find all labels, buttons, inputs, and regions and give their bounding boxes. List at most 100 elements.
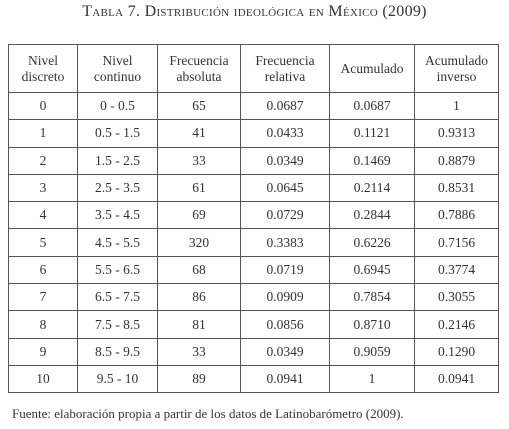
table-cell: 0.8710 [329, 310, 415, 339]
table-cell: 33 [157, 146, 241, 175]
table-cell: 6 [8, 255, 78, 285]
table-title: Tabla 7. Distribución ideológica en Méxi… [82, 3, 427, 20]
table-row: 2 1.5 - 2.5 33 0.0349 0.1469 0.8879 [8, 146, 499, 175]
table-cell: 0.6226 [329, 228, 415, 257]
table-row: 6 5.5 - 6.5 68 0.0719 0.6945 0.3774 [8, 255, 499, 285]
table-row: 3 2.5 - 3.5 61 0.0645 0.2114 0.8531 [8, 173, 499, 203]
table-cell: 0.2844 [329, 201, 415, 230]
table-cell: 1 [329, 364, 415, 394]
table-cell: 0.1469 [329, 146, 415, 175]
table-cell: 0.6945 [329, 255, 415, 285]
table-cell: 68 [157, 255, 241, 285]
table-cell: 0.0856 [240, 310, 330, 339]
header-line: relativa [264, 68, 306, 84]
table-cell: 0.2146 [414, 310, 499, 339]
column-header: Nivel discreto [8, 44, 78, 93]
table-cell: 0.3055 [414, 283, 499, 312]
table-cell: 3.5 - 4.5 [77, 201, 158, 230]
table-row: 10 9.5 - 10 89 0.0941 1 0.0941 [8, 364, 499, 394]
table-cell: 0 [8, 91, 78, 121]
header-line: Nivel [102, 52, 133, 68]
table-cell: 1.5 - 2.5 [77, 146, 158, 175]
table-cell: 0.0433 [240, 119, 330, 148]
table-cell: 0.3774 [414, 255, 499, 285]
column-header: Frecuencia absoluta [157, 44, 241, 93]
table-cell: 33 [157, 337, 241, 366]
table-row: 1 0.5 - 1.5 41 0.0433 0.1121 0.9313 [8, 119, 499, 148]
table-cell: 5.5 - 6.5 [77, 255, 158, 285]
table-cell: 0.0941 [240, 364, 330, 394]
table-cell: 6.5 - 7.5 [77, 283, 158, 312]
table-cell: 0.5 - 1.5 [77, 119, 158, 148]
table-cell: 8.5 - 9.5 [77, 337, 158, 366]
table-cell: 10 [8, 364, 78, 394]
header-line: Acumulado [340, 60, 404, 76]
table-cell: 5 [8, 228, 78, 257]
table-cell: 0.9313 [414, 119, 499, 148]
header-line: absoluta [176, 68, 222, 84]
table-cell: 3 [8, 173, 78, 203]
table-cell: 4.5 - 5.5 [77, 228, 158, 257]
table-cell: 4 [8, 201, 78, 230]
table-cell: 1 [414, 91, 499, 121]
table-cell: 41 [157, 119, 241, 148]
table-cell: 0.0729 [240, 201, 330, 230]
table-cell: 0.0719 [240, 255, 330, 285]
header-line: inverso [436, 68, 477, 84]
table-cell: 0.8531 [414, 173, 499, 203]
table-cell: 0.1121 [329, 119, 415, 148]
header-row: Nivel discreto Nivel continuo Frecuencia abso… [8, 44, 499, 93]
table-row: 7 6.5 - 7.5 86 0.0909 0.7854 0.3055 [8, 283, 499, 312]
table-cell: 0.0687 [240, 91, 330, 121]
table-cell: 0.1290 [414, 337, 499, 366]
source-note: Fuente: elaboración propia a partir de l… [12, 406, 404, 421]
table-cell: 2 [8, 146, 78, 175]
table-cell: 81 [157, 310, 241, 339]
table-row: 4 3.5 - 4.5 69 0.0729 0.2844 0.7886 [8, 201, 499, 230]
table-cell: 0.7886 [414, 201, 499, 230]
table-cell: 1 [8, 119, 78, 148]
table-cell: 0.3383 [240, 228, 330, 257]
table-row: 9 8.5 - 9.5 33 0.0349 0.9059 0.1290 [8, 337, 499, 366]
header-line: Frecuencia [255, 52, 315, 68]
table-cell: 320 [157, 228, 241, 257]
header-line: discreto [21, 68, 65, 84]
table-cell: 0.0941 [414, 364, 499, 394]
table-cell: 7.5 - 8.5 [77, 310, 158, 339]
column-header: Nivel continuo [77, 44, 158, 93]
table-cell: 0.0349 [240, 337, 330, 366]
table-cell: 0.7854 [329, 283, 415, 312]
column-header: Frecuencia relativa [240, 44, 330, 93]
table-cell: 0.0687 [329, 91, 415, 121]
table-cell: 0.8879 [414, 146, 499, 175]
table-cell: 2.5 - 3.5 [77, 173, 158, 203]
column-header: Acumulado [329, 44, 415, 93]
table-row: 5 4.5 - 5.5 320 0.3383 0.6226 0.7156 [8, 228, 499, 257]
header-line: Nivel [28, 52, 58, 68]
table-cell: 0.0909 [240, 283, 330, 312]
table-row: 8 7.5 - 8.5 81 0.0856 0.8710 0.2146 [8, 310, 499, 339]
header-line: Acumulado [425, 52, 488, 68]
table-cell: 7 [8, 283, 78, 312]
table-cell: 0.9059 [329, 337, 415, 366]
table-cell: 0 - 0.5 [77, 91, 158, 121]
table-cell: 61 [157, 173, 241, 203]
table-cell: 0.7156 [414, 228, 499, 257]
table-cell: 89 [157, 364, 241, 394]
table-cell: 9 [8, 337, 78, 366]
table-cell: 65 [157, 91, 241, 121]
table-cell: 0.0349 [240, 146, 330, 175]
table-cell: 0.0645 [240, 173, 330, 203]
table-cell: 86 [157, 283, 241, 312]
table-cell: 8 [8, 310, 78, 339]
column-header: Acumulado inverso [414, 44, 499, 93]
table-cell: 0.2114 [329, 173, 415, 203]
table-cell: 9.5 - 10 [77, 364, 158, 394]
header-line: continuo [93, 68, 142, 84]
table-cell: 69 [157, 201, 241, 230]
header-line: Frecuencia [169, 52, 229, 68]
data-table: Nivel discreto Nivel continuo Frecuencia abso… [8, 44, 499, 394]
